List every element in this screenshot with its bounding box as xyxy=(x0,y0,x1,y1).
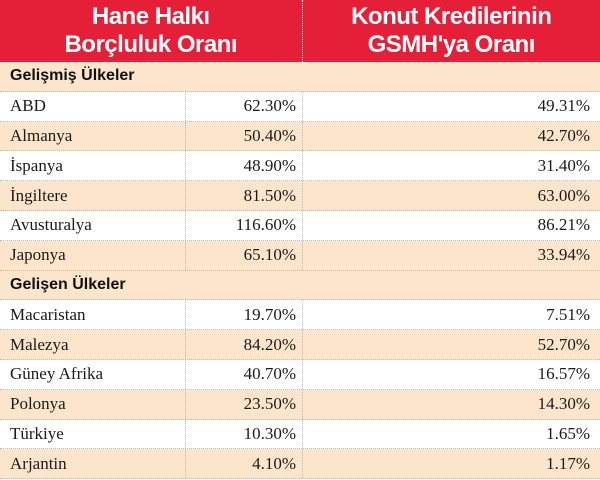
table-row: ABD 62.30% 49.31% xyxy=(0,91,600,122)
table-body: Gelişmiş Ülkeler ABD 62.30% 49.31% Almanya 50… xyxy=(0,62,600,480)
country-cell: İspanya xyxy=(10,155,63,175)
mortgage-gnp-cell: 31.40% xyxy=(302,151,600,181)
household-debt-cell: 4.10% xyxy=(185,449,302,479)
household-debt-cell: 116.60% xyxy=(185,210,302,240)
country-cell: Almanya xyxy=(10,125,73,145)
table-row: Polonya 23.50% 14.30% xyxy=(0,389,600,420)
table-row: İngiltere 81.50% 63.00% xyxy=(0,181,600,211)
household-debt-cell: 65.10% xyxy=(185,240,302,270)
mortgage-gnp-cell: 14.30% xyxy=(302,389,600,419)
household-debt-cell: 40.70% xyxy=(185,359,302,389)
country-cell: Arjantin xyxy=(10,453,67,473)
mortgage-gnp-cell: 49.31% xyxy=(302,91,600,121)
column-header-mortgage-gnp: Konut Kredilerinin GSMH'ya Oranı xyxy=(351,3,552,58)
mortgage-gnp-cell: 16.57% xyxy=(302,359,600,389)
country-cell: Japonya xyxy=(10,245,66,265)
table-row: Türkiye 10.30% 1.65% xyxy=(0,419,600,450)
header-divider xyxy=(301,0,303,62)
household-debt-cell: 84.20% xyxy=(185,330,302,359)
mortgage-gnp-cell: 33.94% xyxy=(302,240,600,270)
country-cell: Malezya xyxy=(10,334,69,354)
table-row: Malezya 84.20% 52.70% xyxy=(0,330,600,360)
mortgage-gnp-cell: 7.51% xyxy=(302,300,600,330)
table-row: Avusturalya 116.60% 86.21% xyxy=(0,210,600,241)
country-cell: ABD xyxy=(10,96,46,116)
mortgage-gnp-cell: 86.21% xyxy=(302,210,600,240)
household-debt-cell: 50.40% xyxy=(185,121,302,151)
table-row: İspanya 48.90% 31.40% xyxy=(0,151,600,182)
household-debt-cell: 81.50% xyxy=(185,181,302,210)
household-debt-cell: 48.90% xyxy=(185,151,302,181)
mortgage-gnp-cell: 42.70% xyxy=(302,121,600,151)
section-header: Gelişmiş Ülkeler xyxy=(0,62,600,92)
mortgage-gnp-cell: 52.70% xyxy=(302,330,600,359)
section-title: Gelişen Ülkeler xyxy=(10,275,126,293)
table-header: Hane Halkı Borçluluk Oranı Konut Kredile… xyxy=(0,0,600,62)
mortgage-gnp-cell: 63.00% xyxy=(302,181,600,210)
household-debt-cell: 62.30% xyxy=(185,91,302,121)
country-cell: İngiltere xyxy=(10,185,68,205)
section-header: Gelişen Ülkeler xyxy=(0,270,600,301)
mortgage-gnp-cell: 1.65% xyxy=(302,419,600,449)
mortgage-gnp-cell: 1.17% xyxy=(302,449,600,479)
country-cell: Güney Afrika xyxy=(10,364,104,384)
table-row: Güney Afrika 40.70% 16.57% xyxy=(0,359,600,390)
column-header-household-debt: Hane Halkı Borçluluk Oranı xyxy=(64,3,238,58)
household-debt-cell: 23.50% xyxy=(185,389,302,419)
table-row: Macaristan 19.70% 7.51% xyxy=(0,300,600,331)
table-row: Arjantin 4.10% 1.17% xyxy=(0,449,600,480)
table-row: Almanya 50.40% 42.70% xyxy=(0,121,600,152)
household-debt-cell: 10.30% xyxy=(185,419,302,449)
country-cell: Avusturalya xyxy=(10,215,92,235)
country-cell: Türkiye xyxy=(10,423,64,443)
table-row: Japonya 65.10% 33.94% xyxy=(0,240,600,271)
household-debt-cell: 19.70% xyxy=(185,300,302,330)
section-title: Gelişmiş Ülkeler xyxy=(10,67,135,85)
country-cell: Polonya xyxy=(10,394,66,414)
country-cell: Macaristan xyxy=(10,304,86,324)
